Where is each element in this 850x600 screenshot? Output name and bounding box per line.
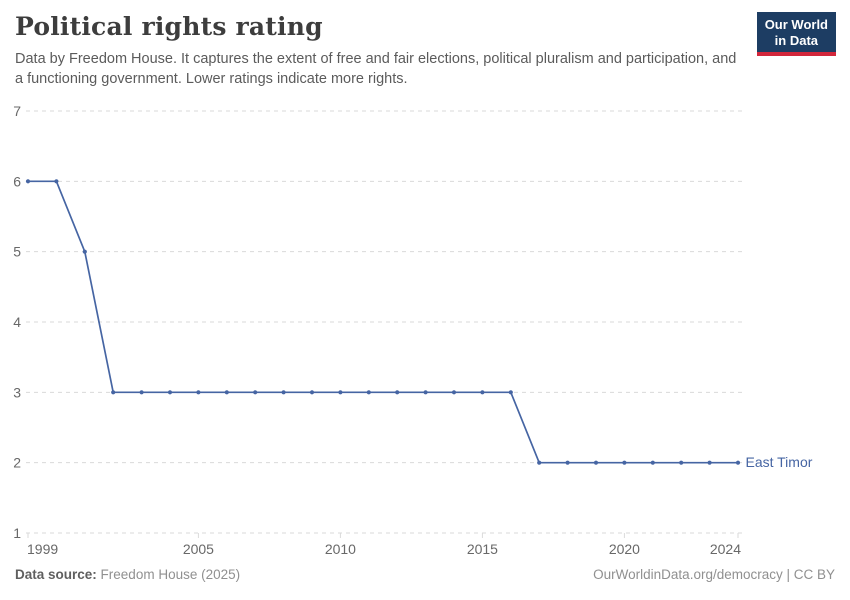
x-tick-label-2010: 2010 xyxy=(325,541,356,557)
data-point-2013 xyxy=(423,390,428,395)
data-point-2001 xyxy=(82,249,87,254)
data-source: Data source: Freedom House (2025) xyxy=(15,567,240,582)
data-point-2017 xyxy=(537,460,542,465)
owid-logo-line2: in Data xyxy=(774,32,819,48)
data-point-2010 xyxy=(338,390,343,395)
data-point-2002 xyxy=(111,390,116,395)
series-markers xyxy=(25,179,741,465)
data-point-2021 xyxy=(650,460,655,465)
data-point-2004 xyxy=(167,390,173,395)
data-point-2011 xyxy=(366,390,371,395)
chart-footer: Data source: Freedom House (2025) OurWor… xyxy=(15,567,835,582)
x-tick-label-2024: 2024 xyxy=(710,541,741,557)
data-point-2022 xyxy=(679,460,684,465)
data-source-value: Freedom House (2025) xyxy=(100,567,241,582)
data-point-2024 xyxy=(735,460,741,465)
data-point-2003 xyxy=(139,390,144,395)
data-point-2009 xyxy=(309,390,315,395)
y-tick-label-5: 5 xyxy=(13,244,21,260)
gridlines xyxy=(26,110,744,534)
x-tick-label-1999: 1999 xyxy=(27,541,58,557)
x-tick-label-2005: 2005 xyxy=(183,541,214,557)
series-line xyxy=(28,180,738,464)
y-tick-label-7: 7 xyxy=(13,103,21,119)
owid-logo: Our World in Data xyxy=(756,12,836,56)
x-tick-label-2020: 2020 xyxy=(609,541,640,557)
data-source-label: Data source: xyxy=(15,567,97,582)
owid-citation-link[interactable]: OurWorldinData.org/democracy | CC BY xyxy=(593,567,835,582)
chart-header: Political rights rating Data by Freedom … xyxy=(0,0,850,90)
data-point-2020 xyxy=(622,460,627,465)
series-entity-label: East Timor xyxy=(746,454,813,470)
data-point-2015 xyxy=(480,390,485,395)
chart-title: Political rights rating xyxy=(15,12,323,41)
data-point-2014 xyxy=(451,390,457,395)
data-point-2007 xyxy=(253,390,258,395)
data-point-2000 xyxy=(54,179,59,184)
data-point-2012 xyxy=(395,390,400,395)
data-point-2008 xyxy=(281,390,286,395)
y-tick-label-4: 4 xyxy=(13,314,21,330)
line-chart-plot: 1 2 3 4 5 6 7 1999 2005 2010 2015 2020 2024 East Timo… xyxy=(13,103,813,557)
series-east-timor: East Timor xyxy=(25,179,813,470)
data-point-2005 xyxy=(196,390,201,395)
x-tick-label-2015: 2015 xyxy=(467,541,498,557)
data-point-2019 xyxy=(593,460,599,465)
data-point-2006 xyxy=(224,390,229,395)
data-point-2018 xyxy=(565,460,570,465)
y-tick-label-1: 1 xyxy=(13,525,21,541)
y-tick-label-2: 2 xyxy=(13,455,21,471)
data-point-2023 xyxy=(707,460,712,465)
owid-logo-line1: Our World xyxy=(764,17,828,32)
x-axis-ticks xyxy=(27,533,739,538)
y-tick-label-3: 3 xyxy=(13,384,21,400)
x-axis-tick-labels: 1999 2005 2010 2015 2020 2024 xyxy=(27,541,741,557)
y-axis-tick-labels: 1 2 3 4 5 6 7 xyxy=(13,103,21,541)
y-tick-label-6: 6 xyxy=(13,173,21,189)
data-point-1999 xyxy=(25,179,31,184)
data-point-2016 xyxy=(508,390,513,395)
chart-subtitle: Data by Freedom House. It captures the e… xyxy=(15,50,737,88)
